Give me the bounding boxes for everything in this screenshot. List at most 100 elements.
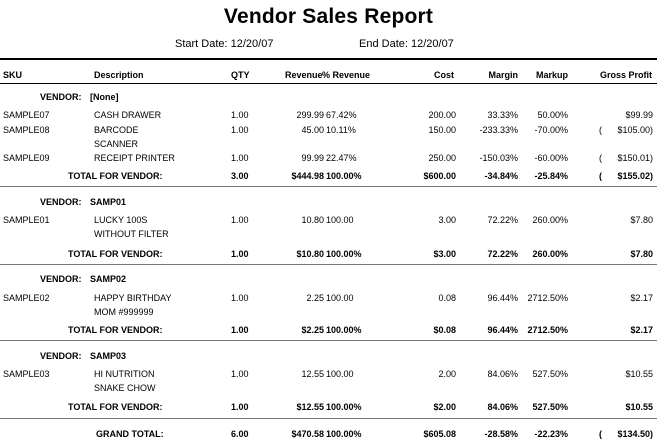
vendor-total-gross-profit-paren: ( (599, 171, 602, 181)
end-date-value: 12/20/07 (410, 38, 454, 50)
item-sku: SAMPLE08 (3, 125, 50, 135)
vendor-total-cost: $600.00 (423, 171, 456, 181)
vendor-total-label: TOTAL FOR VENDOR: (68, 249, 163, 259)
item-revenue: 2.25 (306, 293, 324, 303)
item-qty: 1.00 (231, 153, 249, 163)
item-cost: 0.08 (438, 293, 456, 303)
item-gross-profit: $99.99 (625, 110, 653, 120)
start-date-line: Start Date: 12/20/07 (175, 38, 273, 50)
vendor-total-qty: 3.00 (231, 171, 249, 181)
vendor-name: SAMP02 (90, 274, 127, 284)
item-markup: 50.00% (537, 110, 568, 120)
vendor-separator-rule (0, 418, 657, 419)
item-markup: 2712.50% (527, 293, 568, 303)
vendor-total-cost: $2.00 (433, 402, 456, 412)
grand-total-pct-revenue: 100.00% (326, 429, 362, 439)
item-description-line2: WITHOUT FILTER (94, 229, 169, 239)
vendor-total-cost: $0.08 (433, 325, 456, 335)
item-cost: 2.00 (438, 369, 456, 379)
vendor-total-revenue: $444.98 (291, 171, 324, 181)
vendor-total-label: TOTAL FOR VENDOR: (68, 171, 163, 181)
item-margin: 33.33% (487, 110, 518, 120)
item-description: CASH DRAWER (94, 110, 162, 120)
vendor-separator-rule (0, 340, 657, 341)
item-cost: 150.00 (428, 125, 456, 135)
item-qty: 1.00 (231, 369, 249, 379)
end-date-line: End Date: 12/20/07 (359, 38, 454, 50)
start-date-label: Start Date: (175, 38, 228, 50)
grand-total-cost: $605.08 (423, 429, 456, 439)
item-cost: 250.00 (428, 153, 456, 163)
item-gross-profit: $10.55 (625, 369, 653, 379)
vendor-total-margin: 96.44% (487, 325, 518, 335)
col-sku: SKU (3, 70, 23, 80)
col-revenue: Revenue (285, 70, 323, 80)
item-qty: 1.00 (231, 215, 249, 225)
vendor-total-revenue: $2.25 (301, 325, 324, 335)
item-description-line2: MOM #999999 (94, 307, 154, 317)
grand-total-margin: -28.58% (484, 429, 518, 439)
vendor-total-margin: 84.06% (487, 402, 518, 412)
item-margin: 72.22% (487, 215, 518, 225)
vendor-label: VENDOR: (40, 351, 82, 361)
vendor-name: SAMP03 (90, 351, 127, 361)
item-sku: SAMPLE02 (3, 293, 50, 303)
item-qty: 1.00 (231, 125, 249, 135)
item-pct-revenue: 10.11% (326, 125, 356, 135)
grand-total-markup: -22.23% (534, 429, 568, 439)
item-description: RECEIPT PRINTER (94, 153, 175, 163)
item-sku: SAMPLE03 (3, 369, 50, 379)
vendor-name: SAMP01 (90, 197, 127, 207)
vendor-total-qty: 1.00 (231, 325, 249, 335)
vendor-separator-rule (0, 186, 657, 187)
vendor-label: VENDOR: (40, 92, 82, 102)
item-revenue: 12.55 (301, 369, 324, 379)
item-description-line2: SNAKE CHOW (94, 383, 156, 393)
vendor-separator-rule (0, 264, 657, 265)
col-cost: Cost (434, 70, 454, 80)
vendor-total-markup: 260.00% (532, 249, 568, 259)
grand-total-label: GRAND TOTAL: (96, 429, 164, 439)
col-pct-revenue: % Revenue (322, 70, 371, 80)
item-pct-revenue: 100.00 (326, 215, 354, 225)
item-markup: -70.00% (534, 125, 568, 135)
item-margin: -150.03% (479, 153, 518, 163)
item-margin: 84.06% (487, 369, 518, 379)
vendor-total-markup: 527.50% (532, 402, 568, 412)
item-gross-profit: $2.17 (630, 293, 653, 303)
grand-total-gross-profit: $134.50) (617, 429, 653, 439)
vendor-total-margin: 72.22% (487, 249, 518, 259)
item-gross-profit: $105.00) (617, 125, 653, 135)
item-markup: 527.50% (532, 369, 568, 379)
col-description: Description (94, 70, 144, 80)
vendor-total-markup: -25.84% (534, 171, 568, 181)
vendor-total-gross-profit: $155.02) (617, 171, 653, 181)
item-description-line2: SCANNER (94, 139, 139, 149)
item-cost: 3.00 (438, 215, 456, 225)
vendor-total-revenue: $12.55 (296, 402, 324, 412)
item-gross-profit-paren: ( (599, 153, 602, 163)
report-title: Vendor Sales Report (223, 5, 434, 28)
vendor-name: [None] (90, 92, 119, 102)
grand-total-revenue: $470.58 (291, 429, 324, 439)
item-pct-revenue: 22.47% (326, 153, 357, 163)
item-revenue: 10.80 (301, 215, 324, 225)
vendor-total-qty: 1.00 (231, 249, 249, 259)
item-sku: SAMPLE01 (3, 215, 50, 225)
vendor-total-revenue: $10.80 (296, 249, 324, 259)
item-pct-revenue: 67.42% (326, 110, 357, 120)
vendor-total-qty: 1.00 (231, 402, 249, 412)
vendor-label: VENDOR: (40, 274, 82, 284)
item-revenue: 45.00 (301, 125, 324, 135)
col-qty: QTY (231, 70, 250, 80)
item-qty: 1.00 (231, 293, 249, 303)
header-rule (0, 58, 657, 60)
item-gross-profit: $7.80 (630, 215, 653, 225)
item-gross-profit: $150.01) (617, 153, 653, 163)
item-margin: 96.44% (487, 293, 518, 303)
grand-total-gross-profit-paren: ( (599, 429, 602, 439)
col-gross-profit: Gross Profit (599, 70, 652, 80)
item-gross-profit-paren: ( (599, 125, 602, 135)
vendor-total-label: TOTAL FOR VENDOR: (68, 402, 163, 412)
item-sku: SAMPLE07 (3, 110, 50, 120)
